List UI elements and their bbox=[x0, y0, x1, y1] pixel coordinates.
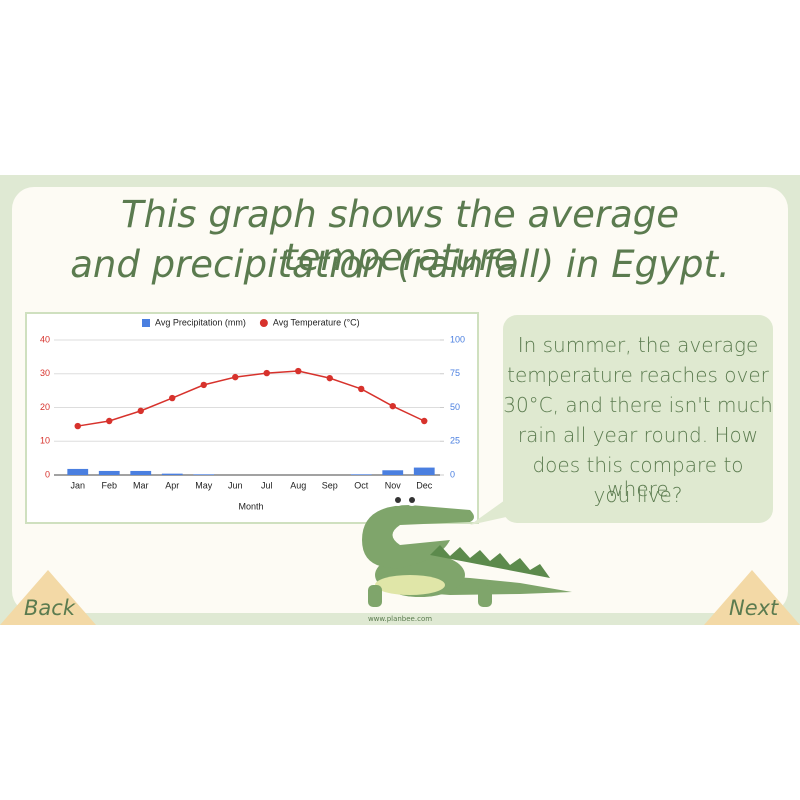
y-tick-label: 20 bbox=[40, 402, 50, 412]
point bbox=[389, 402, 396, 410]
bar bbox=[193, 474, 215, 475]
y2-tick-label: 50 bbox=[450, 402, 460, 412]
point bbox=[169, 394, 176, 402]
slide-title: This graph shows the average temperature bbox=[120, 193, 680, 279]
next-button[interactable]: Next bbox=[729, 596, 779, 620]
footer: www.planbee.com bbox=[367, 615, 433, 623]
chart-box bbox=[25, 312, 479, 524]
x-tick-label: Sep bbox=[322, 480, 338, 490]
speech-text: rain all year round. How bbox=[517, 423, 759, 447]
point bbox=[74, 422, 81, 430]
bar bbox=[382, 470, 404, 475]
y-tick-label: 0 bbox=[45, 469, 50, 479]
speech-text: In summer, the average bbox=[517, 333, 759, 357]
speech-text: does this compare to where bbox=[532, 453, 744, 501]
line bbox=[77, 370, 425, 427]
speech-text: 30°C, and there isn't much bbox=[503, 393, 773, 417]
y2-tick-label: 0 bbox=[450, 469, 455, 479]
y2-tick-label: 25 bbox=[450, 436, 460, 446]
legend-swatch bbox=[142, 319, 150, 327]
x-tick-label: Dec bbox=[416, 480, 433, 490]
slide-title: and precipitation (rainfall) in Egypt. bbox=[70, 243, 730, 286]
speech-bubble bbox=[503, 315, 773, 523]
x-tick-label: Aug bbox=[290, 480, 306, 490]
x-tick-label: Jul bbox=[261, 480, 273, 490]
y-tick-label: 10 bbox=[40, 436, 50, 446]
x-tick-label: Oct bbox=[354, 480, 369, 490]
point bbox=[358, 385, 365, 393]
point bbox=[106, 417, 113, 425]
x-tick-label: May bbox=[195, 480, 213, 490]
point bbox=[295, 367, 302, 375]
y2-tick-label: 75 bbox=[450, 368, 460, 378]
x-tick-label: Mar bbox=[133, 480, 149, 490]
speech-text: you live? bbox=[593, 483, 683, 507]
x-tick-label: Feb bbox=[101, 480, 117, 490]
x-tick-label: Apr bbox=[165, 480, 179, 490]
point bbox=[232, 373, 239, 381]
point bbox=[263, 369, 270, 377]
back-button[interactable]: Back bbox=[24, 596, 75, 620]
x-tick-label: Nov bbox=[385, 480, 402, 490]
bar bbox=[350, 474, 372, 475]
y-tick-label: 30 bbox=[40, 368, 50, 378]
bar bbox=[413, 467, 435, 475]
point bbox=[326, 374, 333, 382]
point bbox=[421, 417, 428, 425]
x-tick-label: Jan bbox=[70, 480, 85, 490]
y2-tick-label: 100 bbox=[450, 334, 465, 344]
point bbox=[200, 381, 207, 389]
legend-label: Avg Temperature (°C) bbox=[273, 317, 360, 327]
bar bbox=[98, 470, 120, 475]
x-tick-label: Jun bbox=[228, 480, 243, 490]
legend-swatch bbox=[259, 319, 268, 327]
bar bbox=[67, 468, 89, 475]
y-tick-label: 40 bbox=[40, 334, 50, 344]
x-axis-label: Month bbox=[238, 501, 263, 511]
point bbox=[137, 407, 144, 415]
legend-label: Avg Precipitation (mm) bbox=[155, 317, 246, 327]
bar bbox=[130, 470, 152, 475]
speech-text: temperature reaches over bbox=[507, 363, 769, 387]
bar bbox=[161, 473, 183, 475]
